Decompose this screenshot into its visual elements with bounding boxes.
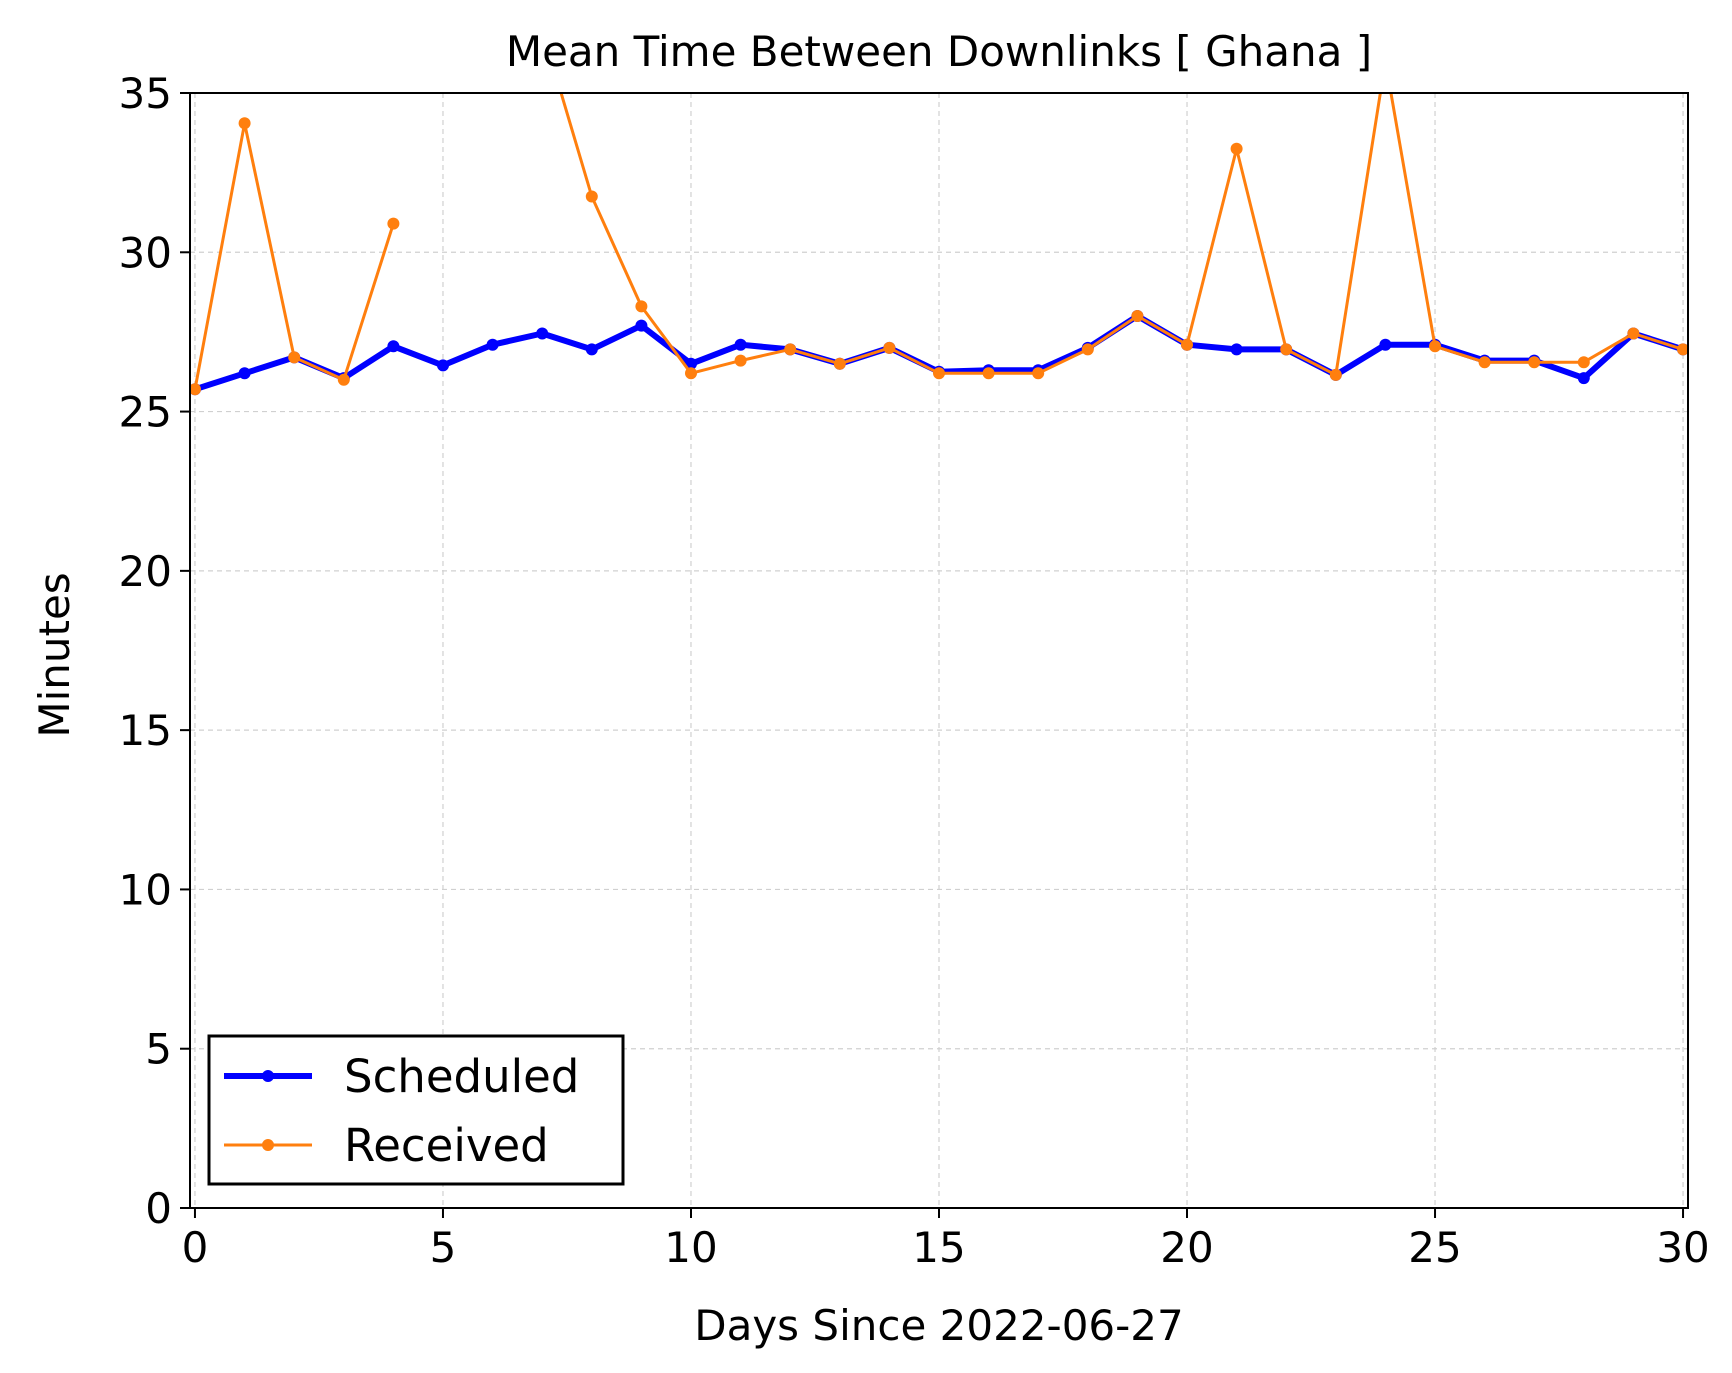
series-line-received bbox=[559, 93, 1685, 377]
data-point-scheduled bbox=[1577, 372, 1590, 385]
x-tick-label: 0 bbox=[182, 1223, 209, 1272]
data-point-received bbox=[1081, 343, 1094, 356]
data-point-scheduled bbox=[635, 319, 648, 332]
data-point-received bbox=[1528, 356, 1541, 369]
data-point-received bbox=[1230, 142, 1243, 155]
data-point-scheduled bbox=[734, 338, 747, 351]
data-point-received bbox=[833, 357, 846, 370]
data-point-received bbox=[1429, 340, 1441, 353]
y-tick-label: 30 bbox=[119, 228, 172, 277]
data-point-scheduled bbox=[437, 359, 449, 372]
y-tick-label: 35 bbox=[119, 69, 172, 118]
data-point-scheduled bbox=[536, 327, 549, 340]
x-tick-label: 10 bbox=[664, 1223, 717, 1272]
x-tick-label: 25 bbox=[1408, 1223, 1461, 1272]
data-point-scheduled bbox=[585, 343, 598, 356]
x-tick-label: 15 bbox=[912, 1223, 965, 1272]
data-point-received bbox=[190, 383, 201, 396]
x-axis-label: Days Since 2022-06-27 bbox=[694, 1301, 1183, 1350]
x-tick-label: 5 bbox=[430, 1223, 457, 1272]
data-point-received bbox=[1181, 338, 1193, 351]
data-point-received bbox=[337, 373, 350, 386]
data-point-received bbox=[982, 367, 995, 380]
x-tick-label: 30 bbox=[1656, 1223, 1709, 1272]
y-tick-label: 0 bbox=[145, 1184, 172, 1233]
data-point-received bbox=[1329, 368, 1342, 381]
data-point-received bbox=[1478, 356, 1491, 369]
legend: Scheduled Received bbox=[207, 1034, 625, 1186]
data-point-scheduled bbox=[1230, 343, 1243, 356]
y-tick-label: 25 bbox=[119, 388, 172, 437]
legend-marker-received bbox=[262, 1139, 274, 1151]
data-point-received bbox=[1577, 356, 1590, 369]
data-point-received bbox=[1032, 367, 1045, 380]
chart-title: Mean Time Between Downlinks [ Ghana ] bbox=[506, 27, 1372, 76]
legend-marker-scheduled bbox=[262, 1070, 274, 1082]
data-point-received bbox=[238, 117, 251, 130]
y-tick-label: 10 bbox=[119, 865, 172, 914]
x-tick-label: 20 bbox=[1160, 1223, 1213, 1272]
data-point-scheduled bbox=[238, 367, 251, 380]
y-tick-label: 15 bbox=[119, 706, 172, 755]
data-point-received bbox=[387, 217, 400, 230]
data-point-received bbox=[933, 367, 945, 380]
data-point-scheduled bbox=[486, 338, 499, 351]
y-tick-label: 20 bbox=[119, 547, 172, 596]
legend-box bbox=[207, 1034, 625, 1186]
legend-label-scheduled: Scheduled bbox=[344, 1050, 579, 1103]
data-point-received bbox=[734, 354, 747, 367]
data-point-received bbox=[883, 341, 896, 354]
series-layer bbox=[190, 93, 1688, 396]
y-tick-label: 5 bbox=[145, 1025, 172, 1074]
data-point-received bbox=[1627, 327, 1640, 340]
data-point-received bbox=[1131, 310, 1144, 322]
data-point-received bbox=[1677, 343, 1688, 356]
data-point-received bbox=[288, 351, 301, 364]
data-point-scheduled bbox=[1379, 338, 1392, 351]
data-point-received bbox=[685, 367, 697, 380]
data-point-received bbox=[635, 300, 648, 313]
data-point-scheduled bbox=[387, 340, 400, 353]
data-point-received bbox=[585, 190, 598, 203]
y-axis-label: Minutes bbox=[30, 572, 79, 737]
legend-label-received: Received bbox=[344, 1119, 549, 1172]
data-point-received bbox=[1280, 343, 1293, 356]
ticks: 0 5 10 15 20 25 30 0 5 10 15 20 25 30 35 bbox=[119, 69, 1710, 1272]
data-point-received bbox=[784, 343, 797, 356]
